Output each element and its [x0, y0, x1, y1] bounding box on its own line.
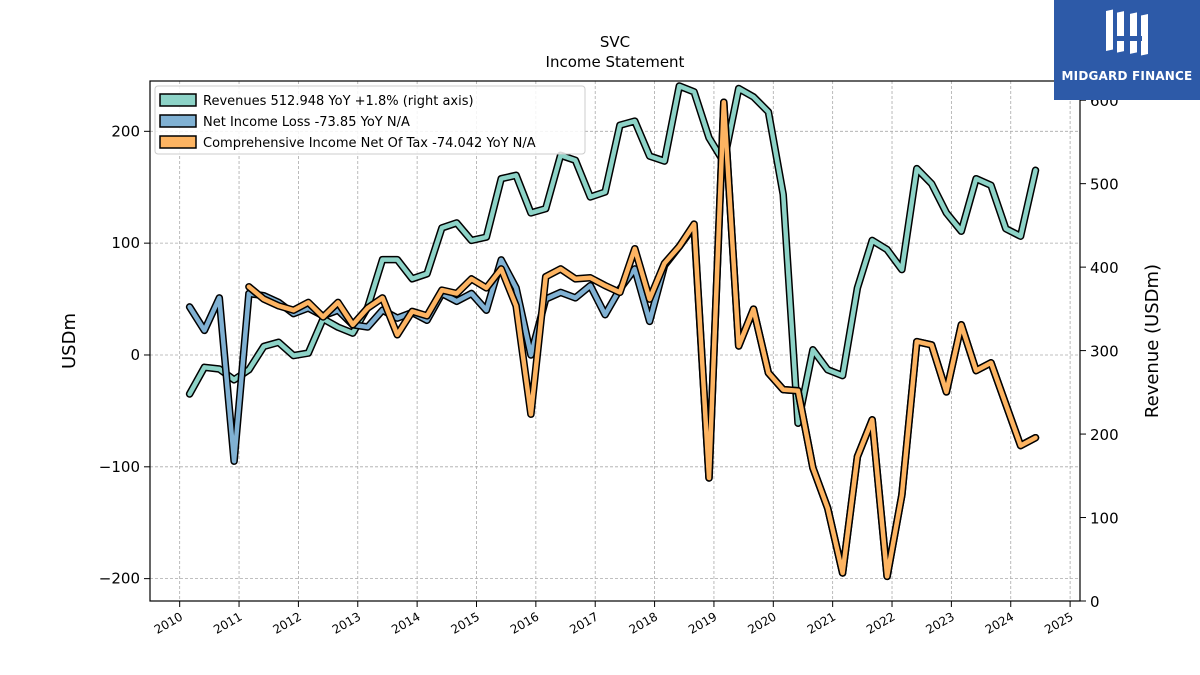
left-tick-label: 200 [111, 122, 140, 140]
series-2 [245, 98, 1040, 581]
x-axis: 2010 2011 2012 2013 2014 2015 2016 2017 2018 2019… [152, 601, 1076, 637]
x-tick-label: 2017 [567, 609, 600, 636]
right-tick-label: 400 [1090, 259, 1119, 277]
left-axis: −200 −100 0 100 200 [99, 122, 150, 588]
x-tick-label: 2024 [983, 609, 1016, 636]
x-tick-label: 2012 [270, 609, 303, 636]
right-tick-label: 100 [1090, 510, 1119, 528]
x-tick-label: 2025 [1042, 609, 1075, 636]
x-tick-label: 2011 [211, 609, 244, 636]
x-tick-label: 2022 [864, 609, 897, 636]
series-line [187, 83, 1038, 426]
left-tick-label: 0 [130, 346, 140, 364]
x-tick-label: 2016 [508, 609, 541, 636]
logo-mark-icon [1106, 9, 1148, 56]
series-layer [185, 82, 1040, 581]
plot-frame [149, 80, 1081, 602]
x-tick-label: 2013 [330, 609, 363, 636]
legend-entry: Net Income Loss -73.85 YoY N/A [203, 115, 410, 130]
right-tick-label: 300 [1090, 343, 1119, 361]
legend-swatch [159, 93, 197, 107]
x-tick-label: 2010 [152, 609, 185, 636]
x-tick-label: 2020 [745, 609, 778, 636]
logo-brand-text: MIDGARD FINANCE [1061, 69, 1193, 83]
left-tick-label: −200 [99, 570, 140, 588]
left-tick-label: 100 [111, 234, 140, 252]
legend-box [154, 85, 586, 155]
right-tick-label: 500 [1090, 176, 1119, 194]
right-axis-label: Revenue (USDm) [1142, 264, 1163, 418]
legend-swatch [159, 114, 197, 128]
legend-entry: Revenues 512.948 YoY +1.8% (right axis) [203, 94, 474, 109]
x-tick-label: 2019 [686, 609, 719, 636]
right-tick-label: 200 [1090, 426, 1119, 444]
x-tick-label: 2015 [449, 609, 482, 636]
chart-title: SVC [600, 33, 630, 51]
chart-subtitle: Income Statement [546, 53, 685, 71]
right-tick-label: 0 [1090, 593, 1100, 611]
left-tick-label: −100 [99, 458, 140, 476]
series-line [246, 99, 1038, 579]
left-axis-label: USDm [59, 313, 80, 369]
series-0 [185, 82, 1040, 427]
x-tick-label: 2014 [389, 609, 422, 636]
legend-entry: Comprehensive Income Net Of Tax -74.042 … [203, 136, 536, 151]
legend-swatch [159, 135, 197, 149]
x-tick-label: 2023 [923, 609, 956, 636]
x-tick-label: 2021 [805, 609, 838, 636]
midgard-finance-logo: MIDGARD FINANCE [1054, 0, 1200, 100]
x-tick-label: 2018 [627, 609, 660, 636]
legend: Revenues 512.948 YoY +1.8% (right axis) N… [154, 85, 586, 155]
